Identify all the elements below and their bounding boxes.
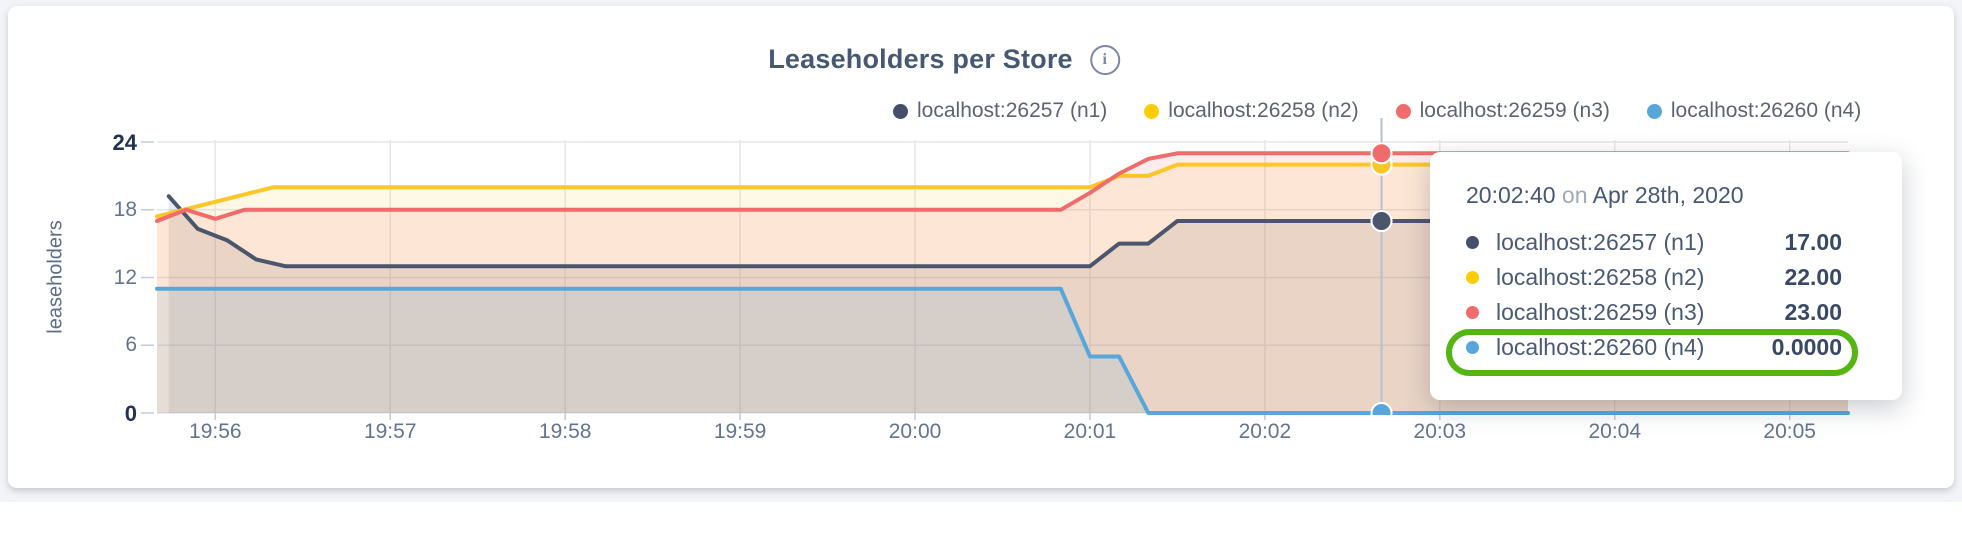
x-tick-19:57: 19:57 (363, 420, 417, 443)
legend-label: localhost:26257 (n1) (917, 99, 1108, 122)
area-fill-n4 (157, 288, 1848, 413)
highlight-annotation (1446, 329, 1858, 376)
y-tick-0: 0 (124, 401, 137, 426)
next-section-strip (0, 502, 1962, 534)
hover-tooltip: 20:02:40 on Apr 28th, 2020 localhost:262… (1430, 152, 1902, 400)
y-tick-24: 24 (112, 130, 137, 155)
area-fill-n3 (157, 153, 1848, 414)
legend-item-n2[interactable]: localhost:26258 (n2) (1144, 99, 1359, 123)
x-tick-20:01: 20:01 (1063, 420, 1117, 443)
tooltip-date: Apr 28th, 2020 (1592, 182, 1744, 208)
y-axis-title: leaseholders (44, 220, 67, 334)
series-line-n3[interactable] (155, 151, 1850, 223)
series-line-n4[interactable] (155, 286, 1850, 415)
chart-legend: localhost:26257 (n1) localhost:26258 (n2)… (893, 99, 1861, 123)
tooltip-row-dot-icon (1466, 271, 1479, 284)
x-tick-20:02: 20:02 (1238, 420, 1292, 443)
legend-dot-icon (1395, 103, 1411, 119)
x-tick-20:00: 20:00 (888, 420, 942, 443)
tooltip-row-label: localhost:26257 (n1) (1496, 229, 1705, 255)
tooltip-row-label: localhost:26258 (n2) (1496, 264, 1705, 290)
y-tick-12: 12 (113, 265, 137, 289)
legend-dot-icon (1144, 103, 1160, 119)
legend-item-n3[interactable]: localhost:26259 (n3) (1395, 99, 1610, 123)
tooltip-time: 20:02:40 (1466, 182, 1556, 208)
tooltip-row-label: localhost:26260 (n4) (1496, 334, 1705, 360)
info-icon[interactable]: i (1089, 44, 1120, 75)
x-tick-20:03: 20:03 (1413, 420, 1467, 443)
x-tick-19:58: 19:58 (538, 420, 592, 443)
legend-label: localhost:26260 (n4) (1670, 99, 1862, 122)
x-tick-19:56: 19:56 (189, 420, 242, 443)
tooltip-row-label: localhost:26259 (n3) (1496, 299, 1705, 325)
x-tick-20:04: 20:04 (1588, 420, 1642, 443)
tooltip-row-n1: localhost:26257 (n1) 17.00 (1466, 225, 1842, 260)
tooltip-rows: localhost:26257 (n1) 17.00 localhost:26258… (1430, 225, 1902, 365)
tooltip-row-n2: localhost:26258 (n2) 22.00 (1466, 260, 1842, 295)
tooltip-on: on (1555, 182, 1593, 208)
tooltip-row-dot-icon (1466, 306, 1479, 319)
tooltip-row-value: 23.00 (1784, 299, 1842, 325)
chart-header: Leaseholders per Store i (768, 44, 1120, 75)
legend-dot-icon (893, 103, 908, 119)
x-tick-19:59: 19:59 (713, 420, 767, 443)
series-line-n1[interactable] (166, 194, 1850, 269)
tooltip-row-n4: localhost:26260 (n4) 0.0000 (1466, 330, 1842, 365)
legend-label: localhost:26258 (n2) (1168, 99, 1359, 122)
tooltip-timestamp: 20:02:40 on Apr 28th, 2020 (1430, 152, 1902, 209)
hover-dot-n3 (1370, 142, 1393, 165)
tooltip-row-value: 17.00 (1784, 229, 1842, 255)
area-fill-n1 (168, 196, 1848, 413)
y-tick-18: 18 (113, 197, 137, 221)
tooltip-row-value: 0.0000 (1771, 334, 1842, 360)
tooltip-row-value: 22.00 (1784, 264, 1842, 290)
tooltip-row-n3: localhost:26259 (n3) 23.00 (1466, 295, 1842, 330)
legend-item-n4[interactable]: localhost:26260 (n4) (1646, 99, 1862, 123)
x-tick-20:05: 20:05 (1763, 420, 1816, 443)
legend-item-n1[interactable]: localhost:26257 (n1) (893, 99, 1107, 123)
hover-dots (1370, 142, 1393, 415)
chart-title: Leaseholders per Store (768, 44, 1073, 74)
legend-label: localhost:26259 (n3) (1419, 99, 1610, 122)
series-lines (155, 151, 1850, 415)
hover-dot-n4 (1370, 402, 1393, 415)
y-tick-6: 6 (125, 333, 137, 357)
legend-dot-icon (1646, 103, 1662, 119)
tooltip-row-dot-icon (1466, 236, 1479, 249)
hover-dot-n1 (1370, 210, 1393, 233)
